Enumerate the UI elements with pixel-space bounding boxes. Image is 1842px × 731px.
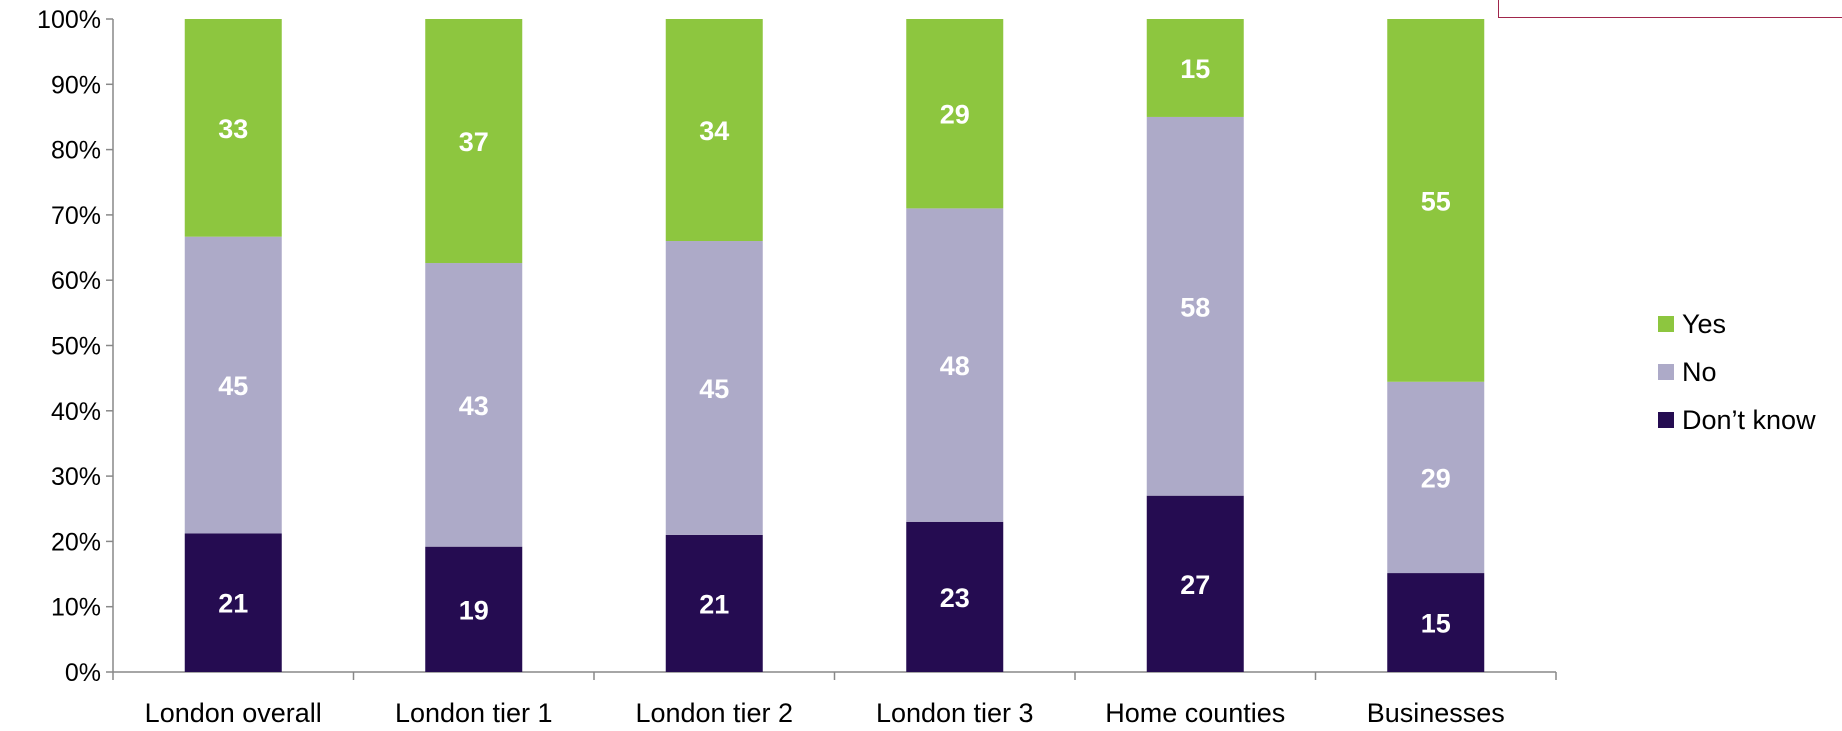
legend-swatch — [1658, 316, 1674, 332]
x-category-label: Home counties — [1105, 698, 1285, 728]
data-label-don-t-know: 21 — [699, 589, 729, 619]
bar-segment-no — [425, 263, 523, 547]
y-tick-label: 30% — [51, 463, 101, 491]
y-tick-label: 70% — [51, 202, 101, 230]
x-category-label: London tier 1 — [395, 698, 553, 728]
bar-segment-yes — [425, 19, 523, 264]
y-tick-label: 0% — [65, 659, 101, 687]
bar-segment-no — [665, 241, 763, 535]
legend-label: No — [1682, 357, 1717, 387]
bar-segment-don-t-know — [1146, 495, 1244, 672]
data-label-no: 58 — [1180, 292, 1210, 322]
legend: Yes No Don’t know — [1658, 309, 1816, 435]
x-category-label: London tier 3 — [876, 698, 1034, 728]
data-label-yes: 55 — [1421, 186, 1451, 216]
data-label-no: 43 — [459, 391, 489, 421]
y-axis: 0% 10% 20% 30% 40% 50% 60% 70% 80% 90% 100% — [37, 6, 114, 687]
legend-swatch — [1658, 412, 1674, 428]
bar-segment-don-t-know — [425, 546, 523, 672]
bar-segment-yes — [665, 19, 763, 242]
bars-group: 21 45 33 19 43 37 21 45 34 23 48 29 27 58 15 15 29 55 — [184, 19, 1485, 672]
bar-segment-don-t-know — [665, 534, 763, 672]
y-tick-label: 60% — [51, 267, 101, 295]
data-label-don-t-know: 27 — [1180, 570, 1210, 600]
data-label-yes: 37 — [459, 127, 489, 157]
bar-segment-yes — [1387, 19, 1485, 382]
data-label-yes: 29 — [940, 100, 970, 130]
bar-segment-don-t-know — [906, 521, 1004, 672]
x-category-label: Businesses — [1367, 698, 1505, 728]
corner-callout-box — [1498, 0, 1842, 18]
bar-segment-yes — [184, 19, 282, 237]
data-label-don-t-know: 23 — [940, 583, 970, 613]
y-tick-label: 80% — [51, 137, 101, 165]
data-label-yes: 33 — [218, 114, 248, 144]
bar-segment-no — [1387, 381, 1485, 574]
bar-segment-yes — [906, 19, 1004, 209]
bar-segment-don-t-know — [184, 533, 282, 672]
data-label-don-t-know: 21 — [218, 589, 248, 619]
bar-segment-no — [1146, 116, 1244, 496]
bar-segment-no — [184, 236, 282, 534]
legend-label: Yes — [1682, 309, 1726, 339]
x-axis: London overall London tier 1 London tier 2… — [112, 671, 1557, 728]
legend-swatch — [1658, 364, 1674, 380]
data-label-yes: 15 — [1180, 54, 1210, 84]
y-tick-label: 90% — [51, 71, 101, 99]
data-label-no: 48 — [940, 351, 970, 381]
data-label-no: 29 — [1421, 463, 1451, 493]
legend-label: Don’t know — [1682, 405, 1816, 435]
data-label-yes: 34 — [699, 116, 729, 146]
x-category-label: London overall — [145, 698, 322, 728]
data-label-don-t-know: 15 — [1421, 609, 1451, 639]
y-tick-label: 20% — [51, 528, 101, 556]
data-label-no: 45 — [218, 371, 248, 401]
data-label-don-t-know: 19 — [459, 595, 489, 625]
x-category-label: London tier 2 — [635, 698, 793, 728]
bar-segment-don-t-know — [1387, 573, 1485, 672]
bar-segment-no — [906, 208, 1004, 522]
y-tick-label: 50% — [51, 333, 101, 361]
y-tick-label: 100% — [37, 6, 101, 34]
data-label-no: 45 — [699, 374, 729, 404]
y-tick-label: 40% — [51, 398, 101, 426]
bar-segment-yes — [1146, 19, 1244, 117]
y-tick-label: 10% — [51, 594, 101, 622]
